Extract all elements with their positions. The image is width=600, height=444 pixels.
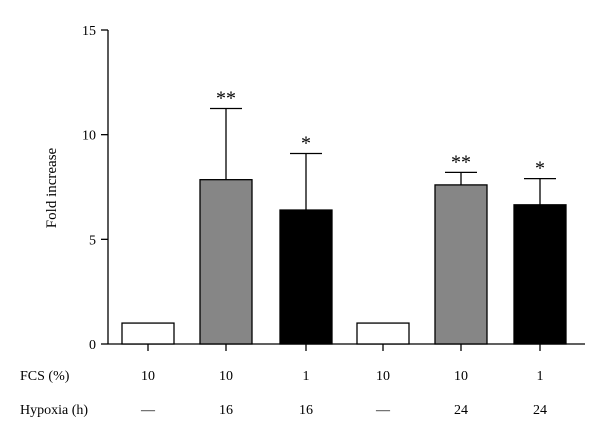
bar-4 [356, 322, 410, 345]
bar-5 [434, 184, 488, 345]
y-tick-label: 5 [89, 233, 96, 248]
significance-marker-5: ** [451, 151, 471, 173]
condition-value: 16 [299, 403, 313, 418]
error-bars [210, 107, 556, 211]
condition-value: 10 [219, 369, 233, 384]
bars [121, 179, 567, 345]
significance-marker-6: * [535, 158, 545, 180]
condition-value: 1 [537, 369, 544, 384]
bar-2 [199, 179, 253, 345]
condition-value: 1 [303, 369, 310, 384]
significance-marker-2: ** [216, 88, 236, 110]
condition-value: — [140, 403, 156, 418]
y-axis-title: Fold increase [44, 147, 60, 228]
condition-value: 10 [141, 369, 155, 384]
condition-value: 16 [219, 403, 233, 418]
condition-value: — [375, 403, 391, 418]
condition-value: 10 [376, 369, 390, 384]
bar-1 [121, 322, 175, 345]
condition-value: 10 [454, 369, 468, 384]
bar-3 [279, 209, 333, 345]
bar-6 [513, 204, 567, 345]
condition-row-label: Hypoxia (h) [20, 403, 88, 418]
significance-markers: ***** * [216, 88, 545, 180]
significance-marker-3: * [301, 133, 311, 155]
condition-table: FCS (%) 10 10 1 10 10 1 Hypoxia (h) — 16 16 — 24 24 [20, 369, 547, 418]
condition-row-label: FCS (%) [20, 369, 70, 384]
axes: 0 5 10 15 [82, 24, 585, 353]
y-tick-label: 0 [89, 338, 96, 353]
y-tick-label: 15 [82, 24, 96, 39]
condition-value: 24 [454, 403, 468, 418]
y-tick-label: 10 [82, 129, 96, 144]
condition-value: 24 [533, 403, 547, 418]
